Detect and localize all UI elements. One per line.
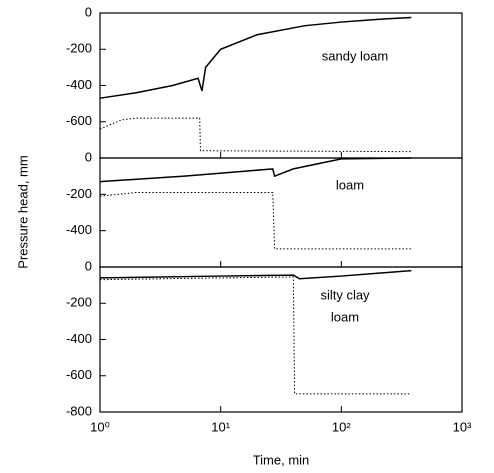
x-tick-label: 10⁰: [90, 419, 110, 434]
y-tick-label: -600: [66, 367, 92, 382]
data-line: [99, 269, 412, 280]
x-axis-label: Time, min: [253, 452, 310, 467]
y-tick-label: 0: [85, 258, 92, 273]
x-tick-label: 10³: [453, 419, 472, 434]
y-tick-label: -400: [66, 222, 92, 237]
panel-label: silty clay: [320, 287, 370, 302]
data-line: [99, 192, 412, 250]
y-tick-label: -200: [66, 186, 92, 201]
y-tick-label: -200: [66, 41, 92, 56]
y-axis-label: Pressure head, mm: [15, 155, 30, 268]
panel-label: sandy loam: [322, 48, 388, 63]
y-tick-label: -400: [66, 331, 92, 346]
y-tick-label: -200: [66, 295, 92, 310]
x-tick-label: 10²: [332, 419, 351, 434]
data-line: [99, 117, 412, 153]
data-line: [99, 157, 412, 183]
panel-label: loam: [336, 177, 364, 192]
plot-frame: [99, 266, 463, 413]
data-line: [99, 16, 412, 99]
y-tick-label: 0: [85, 149, 92, 164]
y-tick-label: 0: [85, 4, 92, 19]
y-tick-label: -600: [66, 113, 92, 128]
x-tick-label: 10¹: [211, 419, 230, 434]
y-tick-label: -800: [66, 403, 92, 418]
panel-label: loam: [331, 309, 359, 324]
y-tick-label: -400: [66, 77, 92, 92]
plot-frame: [99, 12, 463, 159]
data-line: [99, 276, 412, 395]
